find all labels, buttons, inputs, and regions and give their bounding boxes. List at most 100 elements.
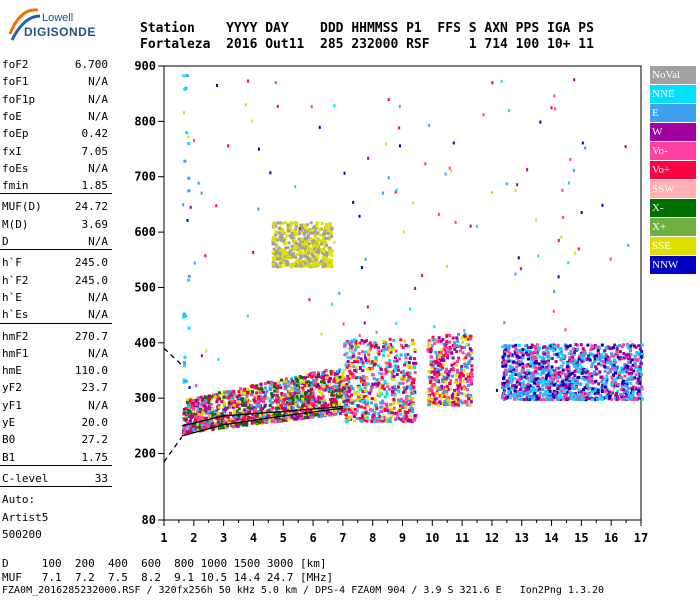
param-name: D <box>2 235 9 248</box>
trace-point <box>448 350 452 354</box>
trace-point <box>548 380 552 384</box>
trace-point <box>258 420 262 424</box>
trace-point <box>468 354 472 358</box>
trace-point <box>325 403 329 407</box>
trace-point <box>316 221 320 225</box>
trace-point <box>560 371 564 375</box>
trace-point <box>573 351 577 355</box>
trace-point <box>337 392 341 396</box>
trace-point <box>521 380 525 384</box>
param-row: fxI 7.05 <box>2 145 108 158</box>
noise-point <box>601 203 604 207</box>
trace-point <box>540 359 544 363</box>
trace-point <box>219 392 223 396</box>
trace-point <box>227 419 231 423</box>
trace-point <box>263 386 267 390</box>
trace-point <box>316 264 320 268</box>
trace-point <box>467 362 471 366</box>
trace-point <box>246 390 250 394</box>
trace-point <box>508 353 512 357</box>
trace-point <box>344 391 348 395</box>
trace-point <box>430 344 434 348</box>
trace-point <box>538 387 542 391</box>
trace-point <box>189 428 193 432</box>
trace-point <box>438 402 442 406</box>
trace-point <box>452 392 456 396</box>
trace-point <box>351 351 355 355</box>
trace-point <box>295 403 299 407</box>
trace-point <box>213 410 217 414</box>
trace-point <box>624 380 628 384</box>
trace-point <box>611 377 615 381</box>
trace-point <box>617 372 621 376</box>
trace-point <box>358 367 362 371</box>
trace-point <box>610 352 614 356</box>
param-name: yF2 <box>2 381 22 395</box>
trace-point <box>429 363 433 367</box>
trace-point <box>246 418 250 422</box>
noise-point <box>557 238 560 242</box>
trace-point <box>578 393 582 397</box>
trace-point <box>310 242 314 246</box>
logo-text-top: Lowell <box>42 12 74 24</box>
trace-point <box>540 387 544 391</box>
trace-point <box>344 341 348 345</box>
trace-point <box>259 382 263 386</box>
trace-point <box>326 409 330 413</box>
trace-point <box>345 365 349 369</box>
trace-point <box>429 360 433 364</box>
trace-point <box>502 375 506 379</box>
trace-point <box>625 389 629 393</box>
trace-point <box>463 345 467 349</box>
trace-point <box>317 252 321 256</box>
trace-point <box>345 398 349 402</box>
trace-point <box>452 341 456 345</box>
trace-point <box>450 363 454 367</box>
trace-point <box>277 380 281 384</box>
trace-point <box>207 394 211 398</box>
trace-point <box>469 348 473 352</box>
trace-point <box>233 392 237 396</box>
trace-point <box>297 389 301 393</box>
trace-point <box>620 357 624 361</box>
trace-point <box>466 343 470 347</box>
trace-point <box>319 247 323 251</box>
trace-point <box>406 371 410 375</box>
noise-point <box>338 291 341 295</box>
trace-point <box>321 372 325 376</box>
trace-point <box>587 354 591 358</box>
legend-entry: E <box>650 104 696 122</box>
trace-point <box>358 341 362 345</box>
trace-point <box>459 400 463 404</box>
trace-point <box>241 401 245 405</box>
trace-point <box>330 387 334 391</box>
trace-point <box>245 413 249 417</box>
trace-point <box>297 237 301 241</box>
trace-point <box>409 414 413 418</box>
trace-point <box>536 376 540 380</box>
trace-point <box>290 377 294 381</box>
trace-point <box>221 416 225 420</box>
trace-point <box>323 262 327 266</box>
noise-point <box>298 226 301 230</box>
trace-point <box>376 383 380 387</box>
trace-point <box>262 400 266 404</box>
trace-point <box>594 354 598 358</box>
trace-point <box>631 391 635 395</box>
trace-point <box>428 338 432 342</box>
trace-point <box>613 352 617 356</box>
trace-point <box>558 395 562 399</box>
trace-point <box>210 407 214 411</box>
trace-point <box>342 400 346 404</box>
trace-point <box>465 342 469 346</box>
trace-point <box>232 399 236 403</box>
trace-point <box>309 221 313 225</box>
trace-point <box>618 376 622 380</box>
trace-point <box>467 334 471 338</box>
trace-point <box>296 397 300 401</box>
trace-point <box>314 235 318 239</box>
trace-point <box>324 259 328 263</box>
param-value: 245.0 <box>74 273 108 287</box>
trace-point <box>301 262 305 266</box>
trace-point <box>604 377 608 381</box>
